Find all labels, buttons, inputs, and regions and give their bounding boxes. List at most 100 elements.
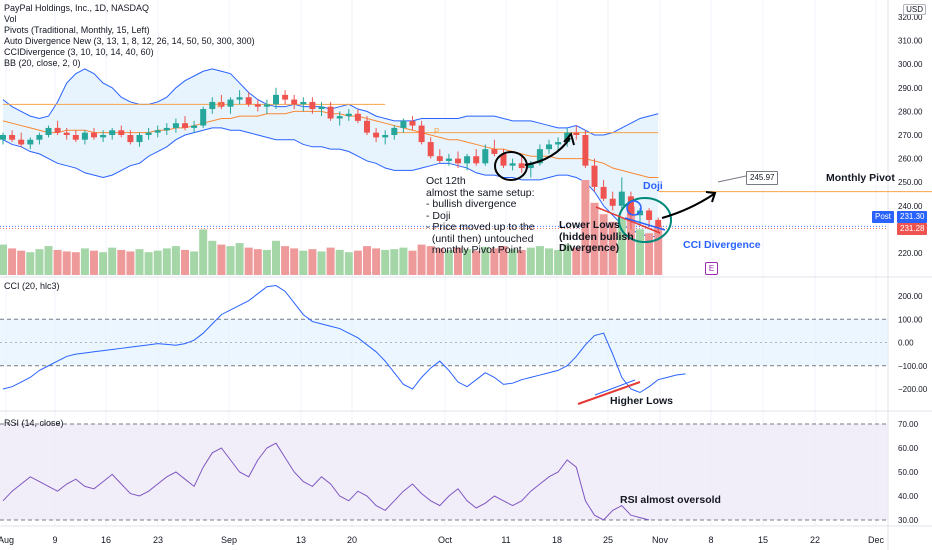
date-tick-label: 18 [552,535,562,545]
legend-vol[interactable]: Vol [4,14,17,24]
legend-bb[interactable]: BB (20, close, 2, 0) [4,58,81,68]
volume-bar [199,229,208,275]
cci-pane-title[interactable]: CCI (20, hlc3) [4,281,60,291]
volume-bar [444,249,453,275]
volume-bar [171,246,180,275]
volume-bar [408,250,417,275]
legend-pivots[interactable]: Pivots (Traditional, Monthly, 15, Left) [4,25,150,35]
candle-body [145,132,152,135]
note-cci-divergence[interactable]: CCI Divergence [683,239,761,251]
volume-bar [181,249,189,275]
volume-bar [599,214,608,275]
legend-main-series[interactable]: PayPal Holdings, Inc., 1D, NASDAQ [4,3,150,13]
candle-body [327,106,334,119]
volume-bar [162,248,171,275]
volume-bar [99,252,108,275]
candle-body [63,132,70,135]
note-rsi-oversold[interactable]: RSI almost oversold [620,494,721,506]
note-monthly-pivot[interactable]: Monthly Pivot [826,172,895,184]
volume-bar [308,249,317,275]
volume-bar [344,252,353,275]
volume-bar [490,248,499,275]
target-arrowhead [705,191,717,203]
candle-body [555,142,562,145]
cci-pane[interactable] [0,285,888,394]
candle-body [91,132,97,138]
date-tick-label: Dec [868,535,885,545]
volume-bar [626,206,635,275]
price-tick-label: 240.00 [898,202,923,211]
candle-body [218,101,225,107]
higher-lows-line [577,381,641,405]
volume-bar [17,250,26,275]
legend-ccidiv[interactable]: CCIDivergence (3, 10, 10, 14, 40, 60) [4,47,154,57]
volume-bar [108,247,117,275]
note-doji[interactable]: Doji [643,180,663,192]
candle-body [418,125,425,143]
volume-bar [526,247,535,275]
legend-autodiv[interactable]: Auto Divergence New (3, 13, 1, 8, 12, 26… [4,36,255,46]
price-tick-label: 300.00 [898,60,923,69]
volume-bar [235,243,244,275]
date-tick-label: Oct [438,535,453,545]
note-oct12[interactable]: Oct 12th almost the same setup: - bullis… [426,175,535,256]
candle-body [172,123,179,128]
rsi-line [2,442,650,521]
date-tick-label: Aug [0,535,14,545]
candle-body [254,104,261,107]
currency-badge[interactable]: USD [903,4,926,15]
rsi-pane[interactable] [0,423,888,521]
candle-body [609,198,616,206]
doji-small-circle [626,200,642,216]
volume-bar [636,229,644,275]
candle-body [591,165,598,187]
bb-lower-line [2,127,659,237]
volume-bar [299,250,308,275]
candle-body [336,116,343,119]
candle-body [154,130,161,133]
volume-bar [53,249,62,275]
volume-bar [545,248,553,275]
candle-body [182,123,188,128]
candle-body [72,135,79,140]
note-higher-lows[interactable]: Higher Lows [610,395,674,407]
date-tick-label: 23 [153,535,163,545]
date-tick-label: 13 [296,535,306,545]
candle-body [300,101,307,105]
rsi-band [0,424,888,520]
candle-body [400,120,407,128]
legend: PayPal Holdings, Inc., 1D, NASDAQ Vol Pi… [4,3,255,69]
earnings-marker[interactable]: E [705,262,718,275]
cci-div-line [624,217,666,231]
note-lower-lows[interactable]: Lower Lows (hidden bullish Divergence) [559,219,634,254]
candle-body [109,130,116,135]
candle-body [127,135,134,143]
volume-bar [8,248,17,275]
candle-body [291,99,298,105]
volume-bar [272,240,280,275]
date-tick-label: 8 [708,535,713,545]
volume-bar [26,252,35,275]
volume-bar [608,221,617,275]
volume-bar [281,246,290,275]
volume-bar [590,202,599,275]
candle-body [391,127,398,135]
rsi-pane-title[interactable]: RSI (14, close) [4,418,64,428]
candle-body [273,94,279,105]
target-price-callout[interactable]: 245.97 [746,171,779,185]
oct12-arrowhead [563,131,575,146]
volume-bar [472,250,481,275]
date-tick-label: Sep [221,535,237,545]
candles[interactable] [0,87,662,232]
candle-body [464,156,471,164]
last-price-tag: 231.28 [897,223,928,235]
candle-body [573,132,580,135]
volume-bar [253,249,262,275]
candle-body [236,97,243,100]
candle-body [36,135,43,140]
volume-bar [435,248,444,275]
candle-body [518,163,525,169]
candle-body [445,158,452,161]
candle-body [527,163,534,169]
date-tick-label: Nov [652,535,669,545]
